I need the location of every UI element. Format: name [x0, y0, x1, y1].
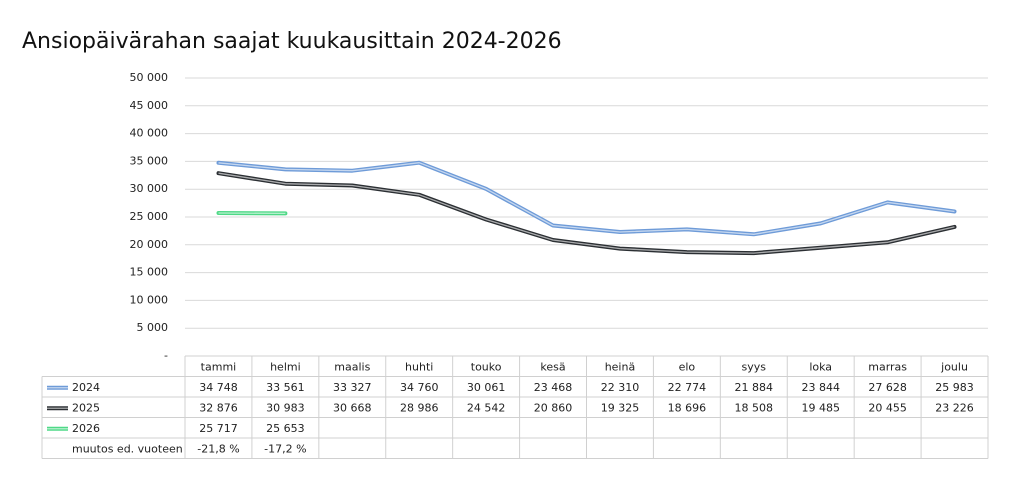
- table-value: 30 668: [333, 401, 372, 414]
- y-tick-label: 45 000: [130, 99, 169, 112]
- table-value: 25 983: [935, 381, 974, 394]
- table-value: 20 455: [868, 401, 907, 414]
- x-tick-label: huhti: [405, 360, 433, 373]
- table-value: 28 986: [400, 401, 439, 414]
- x-tick-label: maalis: [334, 360, 370, 373]
- x-tick-label: kesä: [540, 360, 565, 373]
- y-tick-label: 40 000: [130, 127, 169, 140]
- table-value: 23 844: [801, 381, 840, 394]
- legend-label: 2025: [72, 401, 100, 414]
- table-value: 21 884: [735, 381, 774, 394]
- y-tick-label: 15 000: [130, 266, 169, 279]
- y-tick-label: 25 000: [130, 210, 169, 223]
- table-value: 18 508: [735, 401, 774, 414]
- x-tick-label: heinä: [605, 360, 636, 373]
- table-value: 20 860: [534, 401, 573, 414]
- legend-label: 2026: [72, 422, 100, 435]
- table-value: -21,8 %: [197, 442, 239, 455]
- y-tick-label: 35 000: [130, 154, 169, 167]
- table-value: -17,2 %: [264, 442, 306, 455]
- x-tick-label: loka: [809, 360, 832, 373]
- y-tick-label: -: [164, 349, 168, 362]
- table-value: 19 325: [601, 401, 640, 414]
- table-value: 34 760: [400, 381, 439, 394]
- y-tick-label: 50 000: [130, 71, 169, 84]
- x-tick-label: elo: [679, 360, 696, 373]
- series-line-inner: [218, 162, 955, 235]
- table-value: 30 983: [266, 401, 305, 414]
- table-value: 25 717: [199, 422, 238, 435]
- table-value: 23 468: [534, 381, 573, 394]
- table-value: 23 226: [935, 401, 974, 414]
- table-value: 34 748: [199, 381, 238, 394]
- x-tick-label: syys: [742, 360, 767, 373]
- table-value: 32 876: [199, 401, 238, 414]
- table-value: 22 774: [668, 381, 707, 394]
- chart-title: Ansiopäivärahan saajat kuukausittain 202…: [22, 29, 562, 54]
- table-value: 22 310: [601, 381, 640, 394]
- x-tick-label: touko: [471, 360, 502, 373]
- y-tick-label: 5 000: [137, 321, 169, 334]
- y-tick-label: 10 000: [130, 293, 169, 306]
- table-value: 19 485: [801, 401, 840, 414]
- x-tick-label: tammi: [201, 360, 237, 373]
- table-value: 25 653: [266, 422, 305, 435]
- table-value: 33 327: [333, 381, 372, 394]
- legend-label: 2024: [72, 381, 100, 394]
- row-label: muutos ed. vuoteen: [72, 442, 183, 455]
- x-tick-label: marras: [868, 360, 907, 373]
- x-tick-label: joulu: [940, 360, 968, 373]
- table-value: 24 542: [467, 401, 506, 414]
- table-value: 33 561: [266, 381, 305, 394]
- table-value: 30 061: [467, 381, 506, 394]
- table-value: 18 696: [668, 401, 707, 414]
- x-tick-label: helmi: [270, 360, 301, 373]
- table-value: 27 628: [868, 381, 907, 394]
- y-tick-label: 20 000: [130, 238, 169, 251]
- y-tick-label: 30 000: [130, 182, 169, 195]
- series-line-inner: [218, 172, 955, 254]
